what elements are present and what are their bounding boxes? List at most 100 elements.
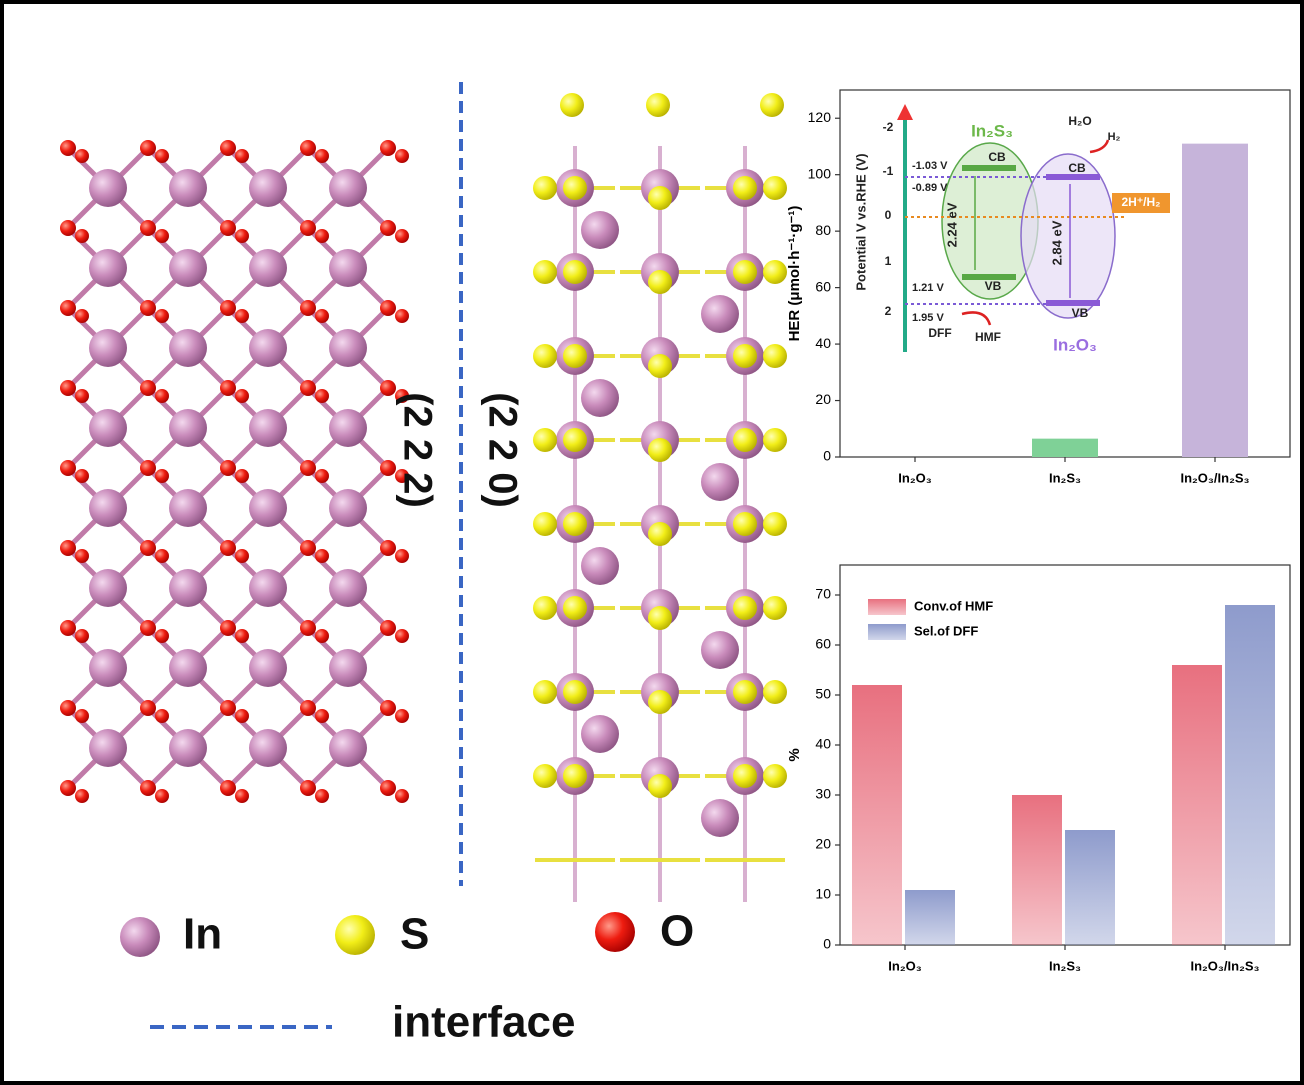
- o-atom: [300, 300, 316, 316]
- in-atom: [329, 169, 367, 207]
- o-atom: [380, 300, 396, 316]
- potential-label: 1.95 V: [912, 312, 944, 324]
- in-atom: [89, 409, 127, 447]
- o-atom: [235, 149, 249, 163]
- s-atom: [533, 260, 557, 284]
- s-atom: [648, 774, 672, 798]
- y-tick-label: 0: [823, 448, 831, 464]
- in-atom: [329, 569, 367, 607]
- o-atom: [75, 149, 89, 163]
- in-atom: [249, 649, 287, 687]
- o-atom: [140, 620, 156, 636]
- x-tick-label: In₂O₃: [888, 958, 921, 973]
- o-atom: [60, 620, 76, 636]
- y-tick-label: 50: [815, 686, 831, 702]
- o-atom: [155, 709, 169, 723]
- s-atom: [733, 176, 757, 200]
- in-atom: [249, 489, 287, 527]
- reaction-arrow: [961, 311, 992, 326]
- s-atom: [646, 93, 670, 117]
- o-atom: [60, 780, 76, 796]
- o-atom: [155, 549, 169, 563]
- o-atom: [75, 309, 89, 323]
- s-atom: [733, 428, 757, 452]
- o-atom: [395, 629, 409, 643]
- species-label: HMF: [975, 330, 1001, 344]
- in-atom: [581, 379, 619, 417]
- o-atom: [235, 549, 249, 563]
- s-atom: [563, 260, 587, 284]
- o-atom: [140, 300, 156, 316]
- y-axis-label: HER (μmol·h⁻¹·g⁻¹): [786, 206, 803, 342]
- s-atom: [648, 690, 672, 714]
- o-atom: [220, 380, 236, 396]
- s-atom: [733, 764, 757, 788]
- s-atom: [563, 428, 587, 452]
- potential-label: 1.21 V: [912, 282, 944, 294]
- bar: [1032, 438, 1098, 457]
- o-atom: [75, 389, 89, 403]
- o-atom: [155, 789, 169, 803]
- legend-label: S: [400, 910, 429, 959]
- in-atom: [249, 569, 287, 607]
- s-atom: [563, 764, 587, 788]
- o-atom: [220, 780, 236, 796]
- in-atom: [89, 569, 127, 607]
- band-diagram: Potential V vs.RHE (V) -2 -1 0 1 2 In₂S₃…: [853, 104, 1170, 354]
- s-atom: [648, 270, 672, 294]
- o-atom: [395, 149, 409, 163]
- s-atom: [733, 260, 757, 284]
- o-atom: [220, 140, 236, 156]
- o-atom: [75, 469, 89, 483]
- s-atom: [648, 606, 672, 630]
- o-atom: [300, 620, 316, 636]
- in-atom: [329, 409, 367, 447]
- y-tick-label: 30: [815, 786, 831, 802]
- o-atom: [235, 229, 249, 243]
- in-atom: [701, 463, 739, 501]
- inset-tick: 1: [885, 254, 892, 268]
- plane-label: (2 2 0): [480, 392, 524, 508]
- species-label: H₂: [1108, 131, 1121, 143]
- inset-axis-label: Potential V vs.RHE (V): [853, 153, 868, 290]
- inset-tick: 2: [885, 304, 892, 318]
- o-atom: [380, 620, 396, 636]
- in-atom: [701, 631, 739, 669]
- o-atom: [60, 380, 76, 396]
- o-atom: [300, 460, 316, 476]
- y-tick-label: 0: [823, 936, 831, 952]
- o-atom: [315, 469, 329, 483]
- y-tick-label: 100: [808, 165, 832, 181]
- in-atom: [169, 569, 207, 607]
- o-atom: [315, 309, 329, 323]
- gap-label: 2.84 eV: [1049, 220, 1064, 265]
- y-tick-label: 10: [815, 886, 831, 902]
- bar: [1065, 830, 1115, 945]
- o-atom: [235, 469, 249, 483]
- s-atom: [563, 512, 587, 536]
- bar: [1182, 143, 1248, 457]
- in-atom: [169, 169, 207, 207]
- bar: [905, 890, 955, 945]
- in-atom: [89, 729, 127, 767]
- in-atom: [249, 169, 287, 207]
- s-atom: [760, 93, 784, 117]
- y-tick-label: 80: [815, 222, 831, 238]
- o-atom: [300, 540, 316, 556]
- o-atom: [220, 300, 236, 316]
- in-atom: [169, 329, 207, 367]
- o-atom: [395, 709, 409, 723]
- in-atom: [329, 249, 367, 287]
- legend-label: In: [183, 910, 222, 959]
- o-atom: [140, 700, 156, 716]
- in-atom: [249, 409, 287, 447]
- o-atom: [60, 460, 76, 476]
- bar: [852, 685, 902, 945]
- y-tick-label: 20: [815, 836, 831, 852]
- o-atom: [315, 549, 329, 563]
- in-atom: [89, 249, 127, 287]
- s-atom: [648, 186, 672, 210]
- s-atom: [533, 428, 557, 452]
